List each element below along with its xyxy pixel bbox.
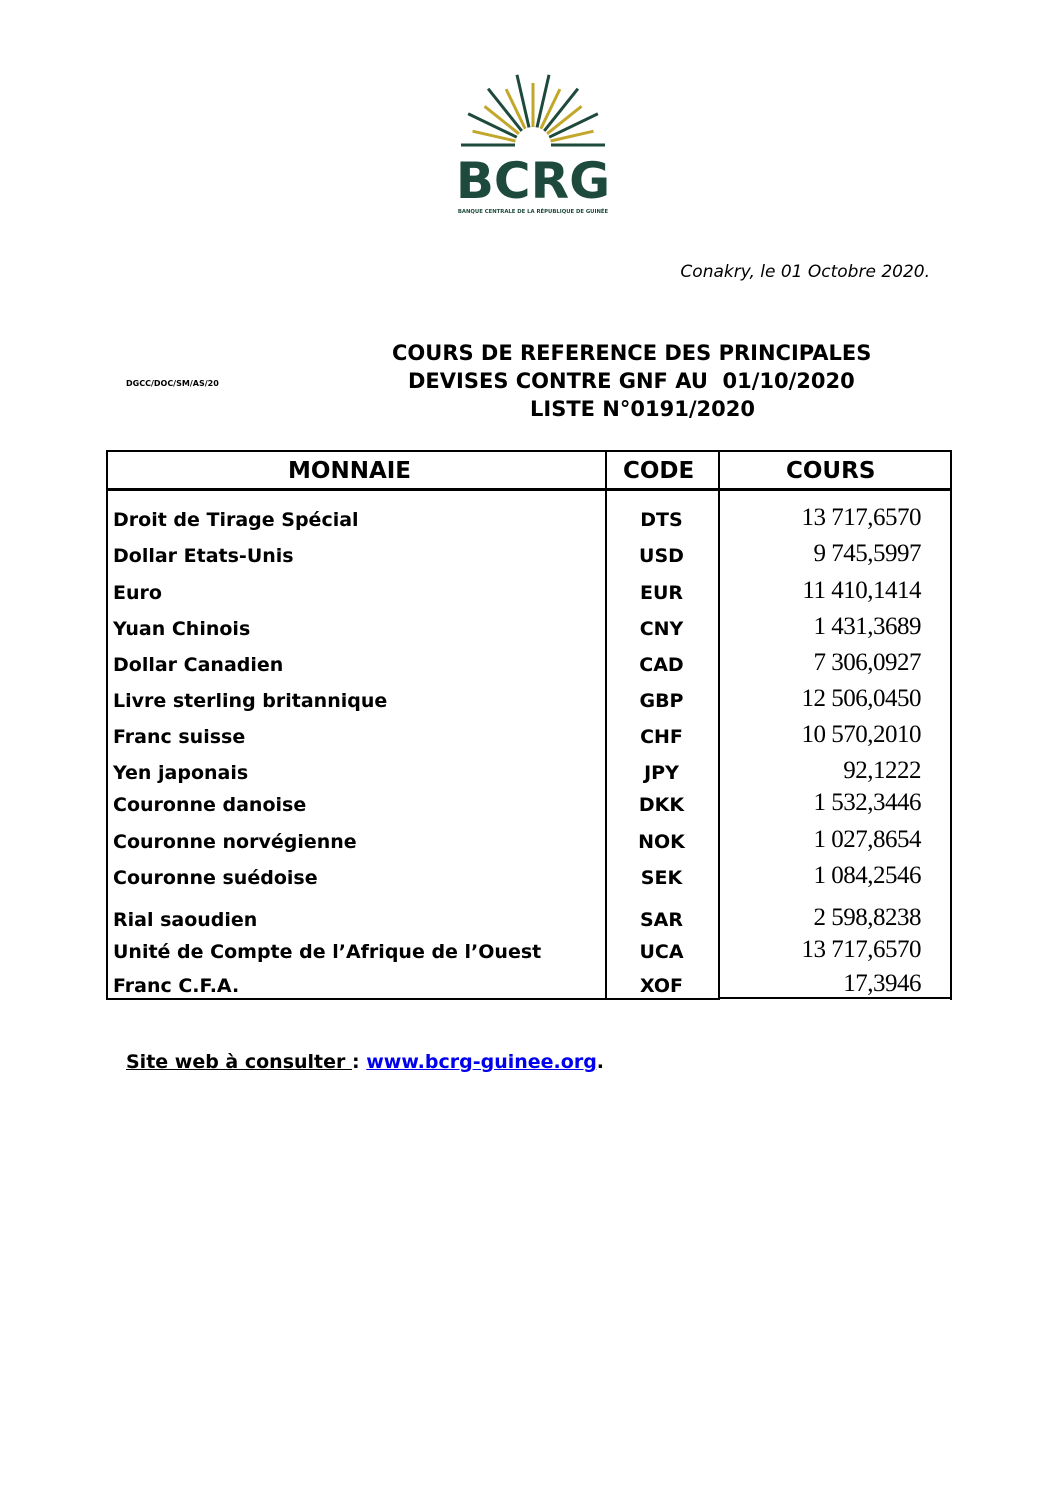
currency-rate: 92,1222 xyxy=(843,757,921,784)
currency-rate: 1 027,8654 xyxy=(813,826,922,853)
currency-name: Couronne norvégienne xyxy=(113,831,357,853)
logo-ray xyxy=(539,88,562,130)
currency-name: Droit de Tirage Spécial xyxy=(113,509,359,531)
currency-code: UCA xyxy=(639,941,684,963)
header-cours: COURS xyxy=(786,458,876,484)
currency-name: Couronne suédoise xyxy=(113,867,318,889)
logo-ray xyxy=(548,112,599,139)
currency-code: CNY xyxy=(639,618,684,640)
currency-code: GBP xyxy=(639,690,684,712)
website-link[interactable]: www.bcrg-guinee.org xyxy=(366,1051,597,1073)
currency-code: XOF xyxy=(639,975,684,997)
currency-name: Livre sterling britannique xyxy=(113,690,388,712)
currency-name: Rial saoudien xyxy=(113,909,258,931)
currency-code: CHF xyxy=(640,726,683,748)
reference-number: DGCC/DOC/SM/AS/20 xyxy=(126,379,219,388)
currency-name: Dollar Etats-Unis xyxy=(113,545,294,567)
bcrg-logo: BCRG BANQUE CENTRALE DE LA RÉPUBLIQUE DE… xyxy=(456,74,610,215)
footer: Site web à consulter : www.bcrg-guinee.o… xyxy=(126,1051,605,1073)
currency-code: SAR xyxy=(639,909,684,931)
logo-ray xyxy=(543,87,580,132)
logo-ray xyxy=(515,74,531,128)
currency-rate: 1 532,3446 xyxy=(813,789,922,816)
currency-name: Franc C.F.A. xyxy=(113,975,240,997)
currency-name: Euro xyxy=(113,582,162,604)
header-code: CODE xyxy=(623,458,695,484)
footer-label: Site web à consulter xyxy=(126,1051,353,1073)
header-monnaie: MONNAIE xyxy=(288,458,412,484)
logo-ray xyxy=(535,74,551,128)
currency-rate: 13 717,6570 xyxy=(801,504,922,531)
title-line-2: DEVISES CONTRE GNF AU 01/10/2020 xyxy=(408,369,855,393)
date-line: Conakry, le 01 Octobre 2020. xyxy=(680,262,930,282)
currency-name: Dollar Canadien xyxy=(113,654,284,676)
svg-text:BANQUE CENTRALE DE LA RÉPUBLIQ: BANQUE CENTRALE DE LA RÉPUBLIQUE DE GUIN… xyxy=(458,207,609,215)
currency-rate: 9 745,5997 xyxy=(813,540,922,567)
currency-code: USD xyxy=(639,545,684,567)
currency-code: CAD xyxy=(639,654,684,676)
currency-rate: 10 570,2010 xyxy=(801,721,922,748)
currency-rate: 11 410,1414 xyxy=(802,577,921,604)
currency-rate: 1 431,3689 xyxy=(813,613,922,640)
logo-ray xyxy=(504,88,527,130)
currency-code: JPY xyxy=(644,762,679,784)
logo-ray xyxy=(546,105,583,135)
exchange-rate-table: MONNAIE CODE COURS Droit de Tirage Spéci… xyxy=(106,450,952,1000)
currency-rate: 13 717,6570 xyxy=(801,936,922,963)
currency-name: Franc suisse xyxy=(113,726,246,748)
currency-rate: 1 084,2546 xyxy=(813,862,922,889)
logo-ray xyxy=(483,105,520,135)
currency-name: Couronne danoise xyxy=(113,794,307,816)
currency-name: Unité de Compte de l’Afrique de l’Ouest xyxy=(113,941,542,963)
logo-ray xyxy=(486,87,523,132)
currency-code: DTS xyxy=(640,509,683,531)
currency-code: DKK xyxy=(638,794,685,816)
currency-rate: 2 598,8238 xyxy=(813,904,922,931)
currency-rate: 12 506,0450 xyxy=(801,685,922,712)
logo-rays-icon xyxy=(461,74,605,147)
currency-rate: 17,3946 xyxy=(843,970,921,997)
currency-code: EUR xyxy=(639,582,684,604)
title-line-1: COURS DE REFERENCE DES PRINCIPALES xyxy=(392,341,872,365)
logo-ray xyxy=(467,112,518,139)
currency-rate: 7 306,0927 xyxy=(813,649,922,676)
logo-ray xyxy=(550,129,594,143)
currency-code: SEK xyxy=(640,867,683,889)
currency-code: NOK xyxy=(638,831,685,853)
currency-name: Yen japonais xyxy=(113,762,249,784)
logo-name: BCRG xyxy=(456,152,610,210)
logo-ray xyxy=(472,129,516,143)
currency-name: Yuan Chinois xyxy=(113,618,251,640)
title-line-3: LISTE N°0191/2020 xyxy=(530,397,755,421)
